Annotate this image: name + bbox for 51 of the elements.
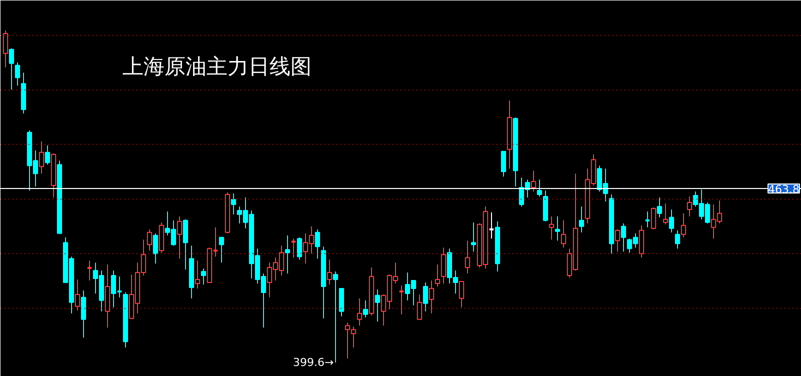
candlestick [434, 264, 440, 287]
candlestick [614, 228, 620, 252]
candlestick [578, 206, 584, 233]
candlestick [674, 230, 680, 250]
candlestick [176, 216, 182, 260]
candlestick [356, 298, 362, 326]
candlestick [542, 190, 548, 222]
candlestick [362, 300, 368, 318]
candlestick [680, 212, 686, 238]
candlestick [296, 236, 302, 260]
candlestick [536, 179, 542, 197]
candlestick [146, 228, 152, 252]
candlestick [44, 144, 50, 166]
candlestick [338, 288, 344, 317]
candlestick [470, 222, 476, 252]
candlestick [500, 150, 506, 178]
candlestick [314, 228, 320, 260]
candlestick [8, 48, 14, 90]
candlestick [38, 140, 44, 174]
candlestick [422, 282, 428, 312]
candlestick [530, 170, 536, 192]
candlestick [662, 202, 668, 225]
candlestick [638, 224, 644, 258]
candlestick [554, 216, 560, 242]
candlestick [74, 279, 80, 311]
candlestick [152, 232, 158, 264]
candlestick [458, 280, 464, 308]
candlestick [200, 268, 206, 285]
candlestick [284, 234, 290, 274]
annotation: 399.6→ [292, 356, 334, 369]
candlestick [560, 220, 566, 248]
candlestick [548, 216, 554, 240]
candlestick [230, 193, 236, 215]
candlestick [440, 247, 446, 284]
candlestick [428, 280, 434, 314]
candlestick [668, 208, 674, 233]
candlestick [686, 196, 692, 217]
candlestick [650, 206, 656, 230]
candlestick [656, 196, 662, 218]
candlestick [14, 62, 20, 86]
candlestick [416, 294, 422, 320]
candlestick [326, 259, 332, 285]
candlestick [182, 218, 188, 270]
candlestick [194, 260, 200, 289]
text: 上海原油主力日线图 [122, 54, 312, 78]
candlestick [464, 240, 470, 274]
candlestick [332, 271, 338, 363]
candlestick [218, 236, 224, 264]
candlestick [80, 290, 86, 338]
candlestick [374, 288, 380, 322]
candlestick [620, 222, 626, 252]
